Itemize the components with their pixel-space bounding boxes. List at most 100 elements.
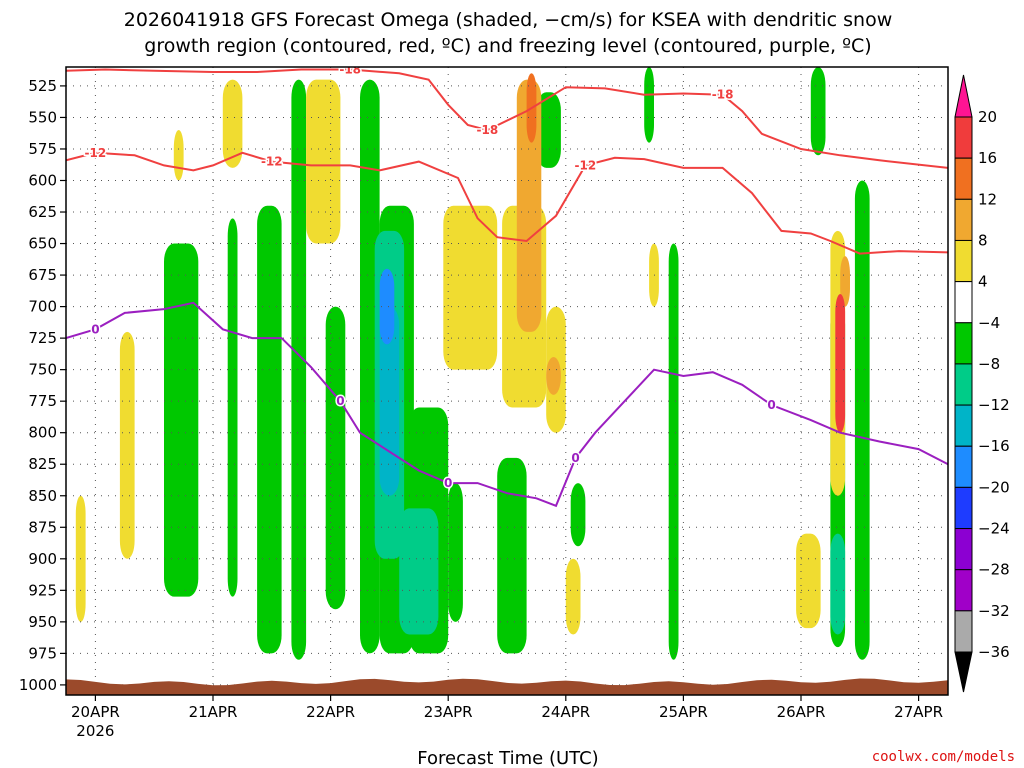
colorbar-label-6: −8 — [978, 355, 1000, 373]
colorbar-segment-11 — [954, 569, 973, 612]
omega-cell-27 — [443, 205, 498, 370]
y-tick-label-7: 700 — [28, 298, 57, 316]
y-tick-label-15: 900 — [28, 550, 57, 568]
y-tick-label-11: 800 — [28, 424, 57, 442]
omega-cell-36 — [840, 256, 850, 307]
x-tick-label-3: 23APR — [424, 703, 473, 721]
omega-cell-11 — [570, 483, 586, 547]
credit-text[interactable]: coolwx.com/models — [872, 749, 1015, 765]
freezing-level-contour — [66, 301, 948, 508]
chart-title-line-1: 2026041918 GFS Forecast Omega (shaded, −… — [124, 9, 893, 31]
omega-cell-26 — [306, 79, 341, 244]
colorbar-label-3: 8 — [978, 231, 988, 249]
dgz-lower-label-1: -12 — [85, 146, 107, 160]
x-axis-title: Forecast Time (UTC) — [417, 748, 598, 768]
y-tick-label-1: 550 — [28, 108, 57, 126]
y-tick-label-12: 825 — [28, 455, 57, 473]
y-tick-label-9: 750 — [28, 361, 57, 379]
colorbar-segment-6 — [954, 363, 973, 406]
omega-cell-38 — [835, 293, 846, 433]
colorbar-bottom-arrow — [954, 651, 973, 693]
y-tick-label-13: 850 — [28, 487, 57, 505]
omega-cell-21 — [379, 268, 395, 345]
colorbar-label-1: 16 — [978, 149, 997, 167]
y-tick-label-10: 775 — [28, 392, 57, 410]
dgz-upper-contour — [66, 68, 948, 169]
omega-cell-0 — [164, 243, 199, 597]
colorbar-label-2: 12 — [978, 190, 997, 208]
x-tick-label-2: 22APR — [306, 703, 355, 721]
omega-cell-8 — [448, 483, 463, 622]
freezing-label-5: 0 — [767, 398, 775, 412]
colorbar-segment-8 — [954, 445, 973, 488]
colorbar: 20 16 12 8 4 −4 −8 −12 −16 −20 −24 −28 −32 −36 — [954, 74, 1010, 693]
omega-cell-35 — [546, 357, 561, 395]
colorbar-label-0: 20 — [978, 108, 997, 126]
omega-cell-13 — [668, 243, 679, 660]
dgz-lower-label-2: -12 — [261, 155, 283, 169]
x-tick-label-6: 26APR — [777, 703, 826, 721]
omega-cell-32 — [796, 533, 821, 629]
omega-cell-23 — [119, 331, 135, 559]
x-tick-label-1: 21APR — [189, 703, 238, 721]
freezing-label-3: 0 — [444, 476, 452, 490]
colorbar-label-5: −4 — [978, 314, 1000, 332]
x-tick-label-7: 27APR — [894, 703, 943, 721]
omega-cell-30 — [565, 558, 581, 635]
omega-cell-3 — [291, 79, 307, 660]
omega-cell-16 — [854, 180, 870, 660]
grid-lines — [66, 67, 948, 695]
y-tick-label-18: 975 — [28, 644, 57, 662]
colorbar-segment-0 — [954, 116, 973, 159]
y-tick-label-16: 925 — [28, 581, 57, 599]
colorbar-segment-2 — [954, 198, 973, 241]
omega-cell-1 — [227, 218, 238, 597]
surface-band — [66, 678, 948, 695]
omega-cell-19 — [830, 533, 846, 635]
omega-cell-14 — [810, 67, 826, 156]
freezing-label-4: 0 — [571, 451, 579, 465]
omega-cell-2 — [257, 205, 282, 654]
colorbar-segment-7 — [954, 404, 973, 447]
y-tick-label-2: 575 — [28, 140, 57, 158]
omega-cell-18 — [399, 508, 439, 635]
dgz-lower-label-3: -12 — [575, 158, 597, 172]
colorbar-segment-9 — [954, 486, 973, 530]
colorbar-segment-4 — [954, 281, 973, 324]
plot-axes: 525 550 575 600 625 650 675 700 725 750 775 800 825 8… — [19, 66, 949, 740]
y-tick-label-5: 650 — [28, 235, 57, 253]
omega-cell-24 — [173, 130, 184, 181]
freezing-label-2: 0 — [336, 394, 344, 408]
colorbar-label-11: −28 — [978, 561, 1010, 579]
y-tick-label-19: 1000 — [19, 676, 57, 694]
colorbar-segment-12 — [954, 610, 973, 653]
omega-cell-12 — [644, 67, 654, 143]
colorbar-segment-3 — [954, 239, 973, 283]
colorbar-segment-5 — [954, 322, 973, 365]
omega-cell-4 — [325, 306, 346, 610]
colorbar-label-12: −32 — [978, 602, 1010, 620]
colorbar-segment-10 — [954, 528, 973, 571]
plot-frame — [65, 66, 949, 696]
omega-cell-25 — [222, 79, 243, 168]
y-tick-label-4: 625 — [28, 203, 57, 221]
colorbar-label-10: −24 — [978, 520, 1010, 538]
surface-terrain — [66, 678, 948, 695]
x-tick-sublabel-0: 2026 — [76, 722, 114, 740]
colorbar-label-4: 4 — [978, 273, 988, 291]
omega-cell-9 — [497, 457, 527, 654]
colorbar-label-8: −16 — [978, 437, 1010, 455]
colorbar-label-7: −12 — [978, 396, 1010, 414]
freezing-label-1: 0 — [91, 322, 99, 336]
y-tick-label-17: 950 — [28, 613, 57, 631]
colorbar-label-9: −20 — [978, 478, 1010, 496]
dgz-lower-contour — [66, 151, 948, 255]
colorbar-segment-1 — [954, 157, 973, 200]
colorbar-top-arrow — [954, 74, 973, 118]
colorbar-label-13: −36 — [978, 643, 1010, 661]
y-tick-label-6: 675 — [28, 266, 57, 284]
y-tick-label-0: 525 — [28, 77, 57, 95]
x-tick-label-4: 24APR — [541, 703, 590, 721]
x-tick-label-0: 20APR — [71, 703, 120, 721]
